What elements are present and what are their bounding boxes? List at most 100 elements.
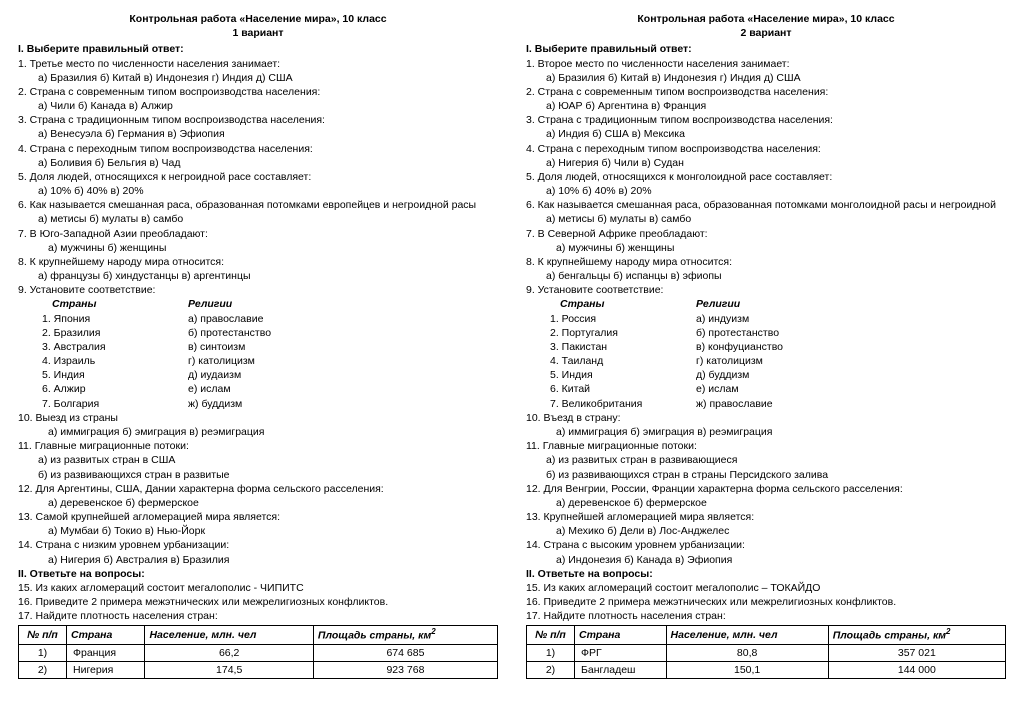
question-11: 11. Главные миграционные потоки: xyxy=(526,439,1006,453)
question-1: 1. Второе место по численности населения… xyxy=(526,57,1006,71)
worksheet-page: Контрольная работа «Население мира», 10 … xyxy=(18,12,1006,679)
question-9: 9. Установите соответствие: xyxy=(18,283,498,297)
question-4: 4. Страна с переходным типом воспроизвод… xyxy=(526,142,1006,156)
question-16: 16. Приведите 2 примера межэтнических ил… xyxy=(526,595,1006,609)
table-header: Население, млн. чел xyxy=(666,626,828,645)
question-1-options: а) Бразилия б) Китай в) Индонезия г) Инд… xyxy=(18,71,498,85)
match-row-3: 3. Пакистанв) конфуцианство xyxy=(526,340,1006,354)
question-11-option-a: а) из развитых стран в США xyxy=(18,453,498,467)
question-8: 8. К крупнейшему народу мира относится: xyxy=(18,255,498,269)
match-row-5: 5. Индияд) буддизм xyxy=(526,368,1006,382)
question-17: 17. Найдите плотность населения стран: xyxy=(526,609,1006,623)
variant-label: 1 вариант xyxy=(18,26,498,40)
question-11-option-b: б) из развивающихся стран в развитые xyxy=(18,468,498,482)
table-header: Население, млн. чел xyxy=(145,626,313,645)
table-header: № п/п xyxy=(19,626,67,645)
question-2-options: а) Чили б) Канада в) Алжир xyxy=(18,99,498,113)
table-cell: 1) xyxy=(527,645,575,662)
match-row-3: 3. Австралияв) синтоизм xyxy=(18,340,498,354)
match-row-5: 5. Индияд) иудаизм xyxy=(18,368,498,382)
table-cell: 80,8 xyxy=(666,645,828,662)
worksheet-title: Контрольная работа «Население мира», 10 … xyxy=(526,12,1006,26)
question-7-options: а) мужчины б) женщины xyxy=(18,241,498,255)
match-header: СтраныРелигии xyxy=(18,297,498,311)
question-3: 3. Страна с традиционным типом воспроизв… xyxy=(18,113,498,127)
table-cell: 150,1 xyxy=(666,662,828,679)
table-cell: Бангладеш xyxy=(575,662,667,679)
match-row-1: 1. Россияа) индуизм xyxy=(526,312,1006,326)
table-header: Площадь страны, км2 xyxy=(313,626,497,645)
question-10-options: а) иммиграция б) эмиграция в) реэмиграци… xyxy=(526,425,1006,439)
table-header: Площадь страны, км2 xyxy=(828,626,1005,645)
table-cell: 1) xyxy=(19,645,67,662)
density-table: № п/пСтранаНаселение, млн. челПлощадь ст… xyxy=(18,625,498,679)
section-2-heading: II. Ответьте на вопросы: xyxy=(18,567,498,581)
question-9: 9. Установите соответствие: xyxy=(526,283,1006,297)
table-row: 2)Нигерия174,5923 768 xyxy=(19,662,498,679)
question-8-options: а) французы б) хиндустанцы в) аргентинцы xyxy=(18,269,498,283)
question-14-options: а) Индонезия б) Канада в) Эфиопия xyxy=(526,553,1006,567)
question-12: 12. Для Венгрии, России, Франции характе… xyxy=(526,482,1006,496)
table-row: 2)Бангладеш150,1144 000 xyxy=(527,662,1006,679)
table-header: № п/п xyxy=(527,626,575,645)
table-cell: 674 685 xyxy=(313,645,497,662)
match-row-2: 2. Португалияб) протестанство xyxy=(526,326,1006,340)
question-6-options: а) метисы б) мулаты в) самбо xyxy=(526,212,1006,226)
question-8-options: а) бенгальцы б) испанцы в) эфиопы xyxy=(526,269,1006,283)
match-row-6: 6. Алжире) ислам xyxy=(18,382,498,396)
question-12-options: а) деревенское б) фермерское xyxy=(18,496,498,510)
question-17: 17. Найдите плотность населения стран: xyxy=(18,609,498,623)
question-4-options: а) Нигерия б) Чили в) Судан xyxy=(526,156,1006,170)
question-5-options: а) 10% б) 40% в) 20% xyxy=(18,184,498,198)
question-14-options: а) Нигерия б) Австралия в) Бразилия xyxy=(18,553,498,567)
table-cell: 144 000 xyxy=(828,662,1005,679)
table-row: 1)ФРГ80,8357 021 xyxy=(527,645,1006,662)
section-2-heading: II. Ответьте на вопросы: xyxy=(526,567,1006,581)
table-cell: Нигерия xyxy=(67,662,145,679)
match-row-1: 1. Японияа) православие xyxy=(18,312,498,326)
table-header: Страна xyxy=(67,626,145,645)
variant-label: 2 вариант xyxy=(526,26,1006,40)
question-16: 16. Приведите 2 примера межэтнических ил… xyxy=(18,595,498,609)
question-7: 7. В Юго-Западной Азии преобладают: xyxy=(18,227,498,241)
question-6: 6. Как называется смешанная раса, образо… xyxy=(526,198,1006,212)
table-cell: 923 768 xyxy=(313,662,497,679)
question-2: 2. Страна с современным типом воспроизво… xyxy=(526,85,1006,99)
table-cell: 2) xyxy=(19,662,67,679)
question-4-options: а) Боливия б) Бельгия в) Чад xyxy=(18,156,498,170)
match-row-2: 2. Бразилияб) протестанство xyxy=(18,326,498,340)
question-5: 5. Доля людей, относящихся к монголоидно… xyxy=(526,170,1006,184)
question-2-options: а) ЮАР б) Аргентина в) Франция xyxy=(526,99,1006,113)
section-1-heading: I. Выберите правильный ответ: xyxy=(18,42,498,56)
question-6: 6. Как называется смешанная раса, образо… xyxy=(18,198,498,212)
question-10: 10. Выезд из страны xyxy=(18,411,498,425)
match-row-4: 4. Израильг) католицизм xyxy=(18,354,498,368)
table-cell: 357 021 xyxy=(828,645,1005,662)
question-13: 13. Самой крупнейшей агломерацией мира я… xyxy=(18,510,498,524)
question-15: 15. Из каких агломераций состоит мегалоп… xyxy=(526,581,1006,595)
question-7-options: а) мужчины б) женщины xyxy=(526,241,1006,255)
question-2: 2. Страна с современным типом воспроизво… xyxy=(18,85,498,99)
question-8: 8. К крупнейшему народу мира относится: xyxy=(526,255,1006,269)
density-table: № п/пСтранаНаселение, млн. челПлощадь ст… xyxy=(526,625,1006,679)
worksheet-title: Контрольная работа «Население мира», 10 … xyxy=(18,12,498,26)
section-1-heading: I. Выберите правильный ответ: xyxy=(526,42,1006,56)
question-3: 3. Страна с традиционным типом воспроизв… xyxy=(526,113,1006,127)
table-cell: 174,5 xyxy=(145,662,313,679)
question-12: 12. Для Аргентины, США, Дании характерна… xyxy=(18,482,498,496)
match-row-4: 4. Таиландг) католицизм xyxy=(526,354,1006,368)
question-3-options: а) Индия б) США в) Мексика xyxy=(526,127,1006,141)
question-5-options: а) 10% б) 40% в) 20% xyxy=(526,184,1006,198)
question-4: 4. Страна с переходным типом воспроизвод… xyxy=(18,142,498,156)
match-row-7: 7. Великобританияж) православие xyxy=(526,397,1006,411)
table-cell: Франция xyxy=(67,645,145,662)
question-13: 13. Крупнейшей агломерацией мира являетс… xyxy=(526,510,1006,524)
question-14: 14. Страна с высоким уровнем урбанизации… xyxy=(526,538,1006,552)
table-cell: 66,2 xyxy=(145,645,313,662)
question-12-options: а) деревенское б) фермерское xyxy=(526,496,1006,510)
match-header: СтраныРелигии xyxy=(526,297,1006,311)
match-row-6: 6. Китайе) ислам xyxy=(526,382,1006,396)
question-11-option-b: б) из развивающихся стран в страны Перси… xyxy=(526,468,1006,482)
question-7: 7. В Северной Африке преобладают: xyxy=(526,227,1006,241)
question-10: 10. Въезд в страну: xyxy=(526,411,1006,425)
